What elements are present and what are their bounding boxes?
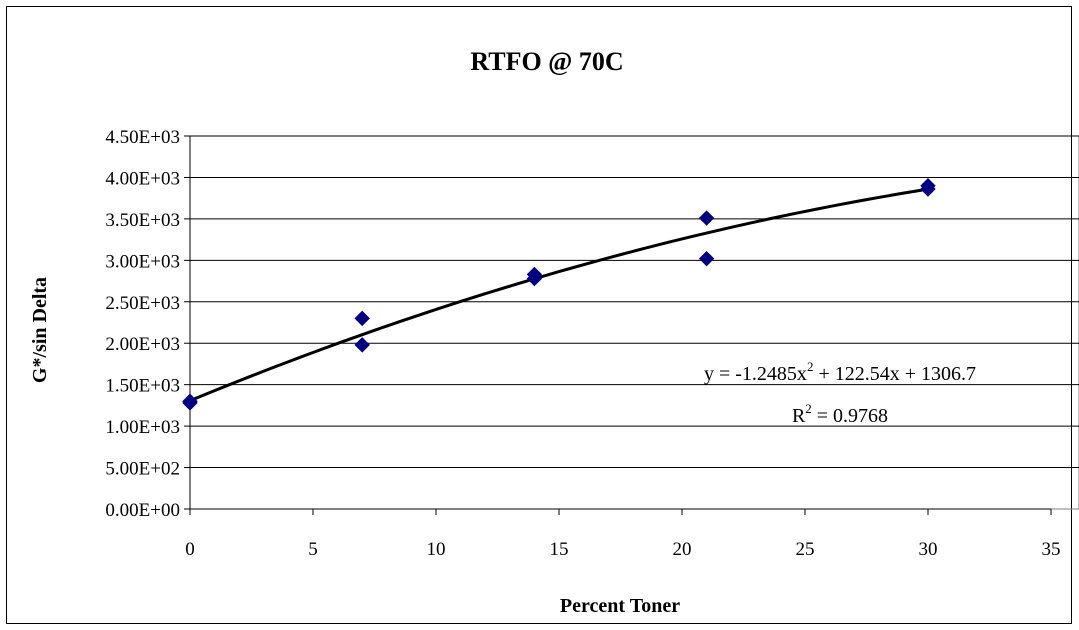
data-point-diamond [920,181,936,197]
plot-area [189,135,1079,510]
chart-frame [6,6,1072,624]
x-tick-label: 15 [550,539,569,560]
data-point-diamond [354,337,370,353]
y-axis-label: G*/sin Delta [29,277,51,383]
data-point-diamond [354,310,370,327]
r-squared-label: R2 = 0.9768 [792,401,888,427]
gridlines [190,135,1079,469]
x-axis-ticks: 0 5 10 15 20 25 30 35 [185,509,1061,560]
y-tick-label: 4.00E+03 [105,168,180,189]
data-point-diamond [526,270,543,287]
data-point-diamond [698,250,715,267]
x-tick-label: 0 [185,539,195,560]
data-point-diamond [182,393,198,409]
y-tick-label: 3.00E+03 [105,251,180,272]
x-tick-label: 20 [673,539,692,560]
x-tick-label: 30 [919,539,938,560]
x-tick-label: 5 [308,539,318,560]
y-tick-label: 0.00E+00 [105,500,180,521]
y-tick-label: 4.50E+03 [105,127,180,148]
trendline-equation: y = -1.2485x2 + 122.54x + 1306.7 [704,359,976,385]
y-tick-label: 5.00E+02 [105,459,180,480]
y-tick-label: 3.50E+03 [105,210,180,231]
y-tick-label: 2.00E+03 [105,334,180,355]
data-points [182,178,936,411]
x-tick-label: 25 [796,539,815,560]
x-tick-label: 10 [427,539,446,560]
y-tick-label: 2.50E+03 [105,293,180,314]
x-tick-label: 35 [1042,539,1061,560]
chart-title: RTFO @ 70C [470,47,623,76]
x-axis-label: Percent Toner [560,595,680,617]
y-tick-label: 1.00E+03 [105,417,180,438]
y-axis-ticks: 0.00E+00 5.00E+02 1.00E+03 1.50E+03 2.00E+03… [105,127,190,521]
y-tick-label: 1.50E+03 [105,376,180,397]
trendline [189,187,929,403]
data-point-diamond [698,210,715,226]
